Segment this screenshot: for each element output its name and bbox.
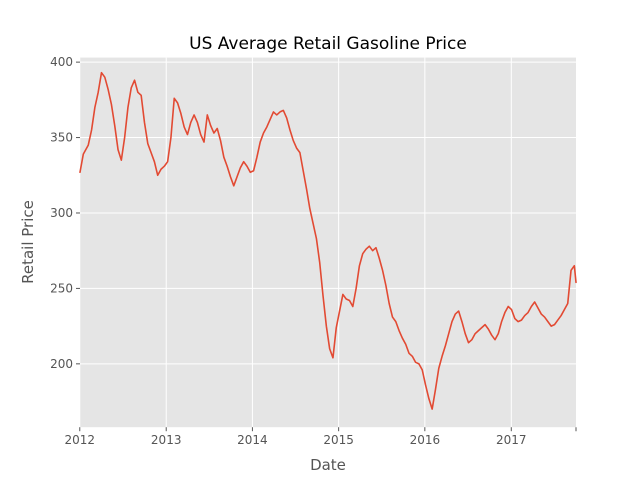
series-layer bbox=[79, 71, 577, 410]
plot-background bbox=[80, 57, 576, 428]
y-tick-label: 400 bbox=[50, 55, 73, 69]
x-tick-label: 2017 bbox=[496, 433, 527, 447]
y-tick-label: 250 bbox=[50, 281, 73, 295]
x-tick-label: 2013 bbox=[151, 433, 182, 447]
x-tick-label: 2016 bbox=[410, 433, 441, 447]
chart-title: US Average Retail Gasoline Price bbox=[189, 34, 467, 54]
y-tick-label: 300 bbox=[50, 206, 73, 220]
x-tick-label: 2012 bbox=[64, 433, 95, 447]
y-axis-label: Retail Price bbox=[19, 200, 37, 284]
x-axis-label: Date bbox=[310, 456, 346, 474]
y-tick-label: 200 bbox=[50, 357, 73, 371]
grid-lines bbox=[79, 57, 576, 428]
price-series-line bbox=[79, 71, 577, 410]
x-tick-label: 2014 bbox=[237, 433, 268, 447]
y-tick-label: 350 bbox=[50, 131, 73, 145]
x-tick-label: 2015 bbox=[323, 433, 354, 447]
axis-ticks: 200 250 300 350 400 2012 2013 2014 2015 2016 2017 bbox=[50, 55, 577, 447]
